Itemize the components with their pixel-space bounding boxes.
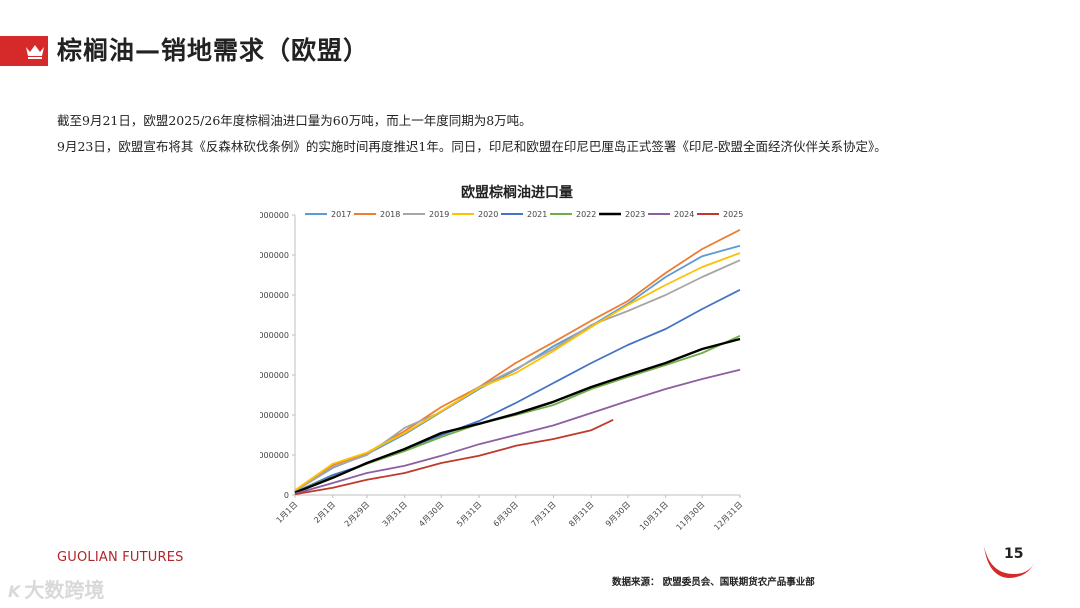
page-number: 15 [1004, 546, 1024, 562]
x-tick-label: 10月31日 [638, 500, 670, 532]
series-line-2023 [294, 337, 741, 494]
summary-line-1: 截至9月21日，欧盟2025/26年度棕榈油进口量为60万吨，而上一年度同期为8… [57, 113, 532, 128]
y-tick-label: 5000000 [260, 291, 289, 300]
x-tick-label: 2月29日 [343, 500, 371, 528]
brand-name-b: FUTURES [117, 550, 184, 565]
import-volume-chart: 欧盟棕榈油进口量 0 1000000 2000000 3000000 4000000 500… [253, 178, 770, 553]
legend-label: 2022 [576, 210, 596, 219]
legend-label: 2018 [380, 210, 400, 219]
x-tick-label: 5月31日 [455, 500, 483, 528]
legend-label: 2025 [723, 210, 743, 219]
legend-label: 2019 [429, 210, 449, 219]
x-tick-label: 12月31日 [712, 500, 744, 532]
y-tick-label: 4000000 [260, 331, 289, 340]
x-tick-label: 6月30日 [492, 500, 520, 528]
watermark-text: 大数跨境 [24, 578, 105, 602]
page-title: 棕榈油—销地需求（欧盟） [57, 36, 370, 65]
y-tick-label: 6000000 [260, 251, 289, 260]
y-tick-label: 0 [284, 491, 289, 500]
watermark: K 大数跨境 [8, 574, 104, 603]
x-tick-label: 9月30日 [604, 500, 632, 528]
chart-title: 欧盟棕榈油进口量 [461, 184, 573, 201]
data-source-note: 数据来源： 欧盟委员会、国联期货农产品事业部 [612, 577, 815, 588]
series-line-2024 [294, 368, 741, 495]
watermark-logo: K [8, 582, 21, 601]
chart-canvas: 欧盟棕榈油进口量 0 1000000 2000000 3000000 4000000 500… [253, 184, 744, 532]
x-tick-label: 2月1日 [312, 500, 337, 525]
legend-label: 2021 [527, 210, 547, 219]
y-tick-label: 7000000 [260, 211, 289, 220]
crown-icon [26, 45, 44, 59]
series-line-2021 [294, 288, 741, 494]
page-swoosh-icon [984, 546, 1036, 578]
legend-label: 2020 [478, 210, 498, 219]
x-tick-label: 1月1日 [275, 500, 300, 525]
summary-line-2: 9月23日，欧盟宣布将其《反森林砍伐条例》的实施时间再度推迟1年。同日，印尼和欧… [57, 139, 887, 154]
y-tick-label: 2000000 [260, 411, 289, 420]
brand-name-a: GUOLIAN [57, 550, 118, 565]
x-tick-label: 3月31日 [381, 500, 409, 528]
series-line-2020 [294, 252, 741, 491]
x-tick-label: 11月30日 [675, 500, 707, 532]
x-tick-label: 4月30日 [417, 500, 445, 528]
x-tick-label: 7月31日 [529, 500, 557, 528]
y-tick-label: 1000000 [260, 451, 289, 460]
legend-label: 2017 [331, 210, 351, 219]
legend-label: 2024 [674, 210, 694, 219]
series-line-2019 [294, 259, 741, 493]
legend-label: 2023 [625, 210, 645, 219]
brand-logo-text: GUOLIAN FUTURES [57, 550, 184, 565]
y-tick-label: 3000000 [260, 371, 289, 380]
title-accent-bar [0, 36, 48, 66]
series-line-2025 [294, 418, 614, 496]
x-tick-label: 8月31日 [567, 500, 595, 528]
